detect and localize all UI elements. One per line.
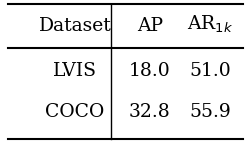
Text: 32.8: 32.8 [129, 103, 171, 121]
Text: AP: AP [137, 17, 163, 35]
Text: COCO: COCO [46, 103, 104, 121]
Text: 55.9: 55.9 [189, 103, 231, 121]
Text: AR$_{1k}$: AR$_{1k}$ [187, 14, 233, 35]
Text: 51.0: 51.0 [189, 62, 231, 80]
Text: 18.0: 18.0 [129, 62, 171, 80]
Text: LVIS: LVIS [53, 62, 97, 80]
Text: Dataset: Dataset [38, 17, 112, 35]
